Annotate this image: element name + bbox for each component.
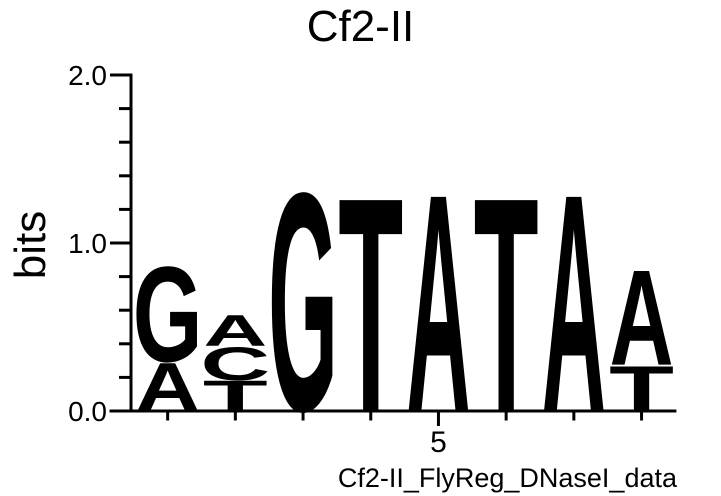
y-tick-label: 1.0 (68, 228, 107, 259)
logo-letter-C-pos2: C (201, 338, 271, 391)
y-tick-label: 0.0 (68, 396, 107, 427)
logo-letter-T-pos6: T (474, 135, 539, 476)
y-tick-label: 2.0 (68, 60, 107, 91)
logo-letter-G-pos1: G (133, 240, 203, 391)
dataset-label: Cf2-II_FlyReg_DNaseI_data (337, 463, 677, 493)
logo-letter-T-pos4: T (338, 135, 403, 476)
logo-letter-A-pos7: A (542, 131, 606, 476)
logo-letter-T-pos8: T (609, 353, 674, 424)
chart-title: Cf2-II (306, 2, 415, 51)
logo-letter-T-pos2: T (203, 372, 268, 419)
logo-letter-A-pos5: A (407, 131, 471, 476)
logo-letter-G-pos3: G (268, 127, 338, 476)
x-tick-label: 5 (430, 426, 447, 459)
logo-letter-A-pos1: A (136, 349, 200, 425)
logo-letter-A-pos2: A (203, 306, 267, 356)
logo-letter-A-pos8: A (610, 243, 674, 395)
